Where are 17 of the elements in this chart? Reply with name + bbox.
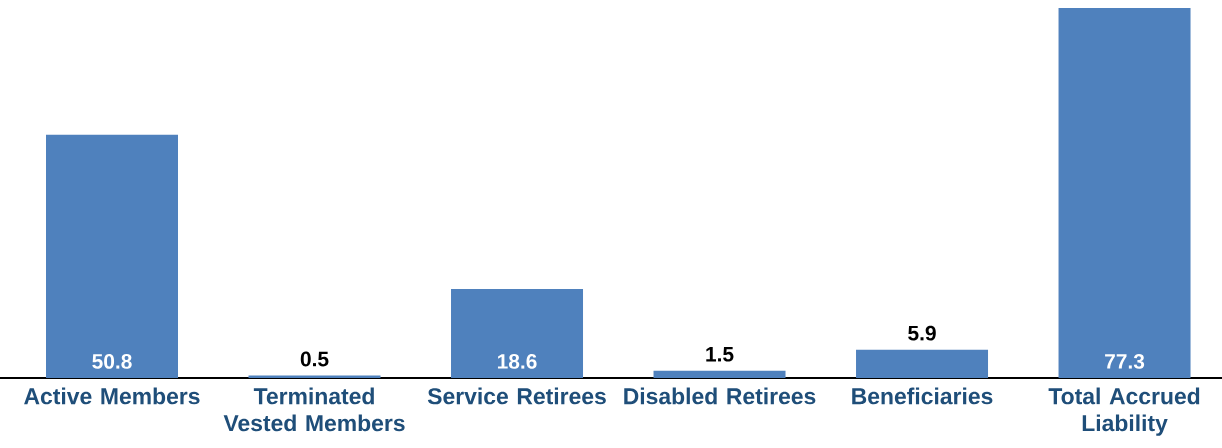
data-label: 1.5: [706, 347, 734, 362]
x-tick-label: Terminated Vested Members: [223, 387, 405, 432]
x-tick-label: Disabled Retirees: [624, 387, 816, 405]
data-label: 77.3: [1105, 353, 1145, 369]
x-tick-label: Active Members: [24, 387, 200, 405]
data-label: 18.6: [497, 353, 537, 369]
bar: [451, 288, 584, 378]
data-label: 5.9: [908, 325, 936, 341]
bar: [856, 349, 989, 378]
x-tick-label: Total Accrued Liability: [1048, 387, 1200, 436]
x-tick-label: Beneficiaries: [852, 387, 993, 405]
data-label: 50.8: [92, 353, 132, 369]
data-label: 0.5: [300, 351, 329, 367]
bar: [1058, 7, 1191, 378]
bar: [46, 134, 178, 378]
x-tick-label: Service Retirees: [427, 387, 606, 405]
bar: [653, 370, 786, 378]
